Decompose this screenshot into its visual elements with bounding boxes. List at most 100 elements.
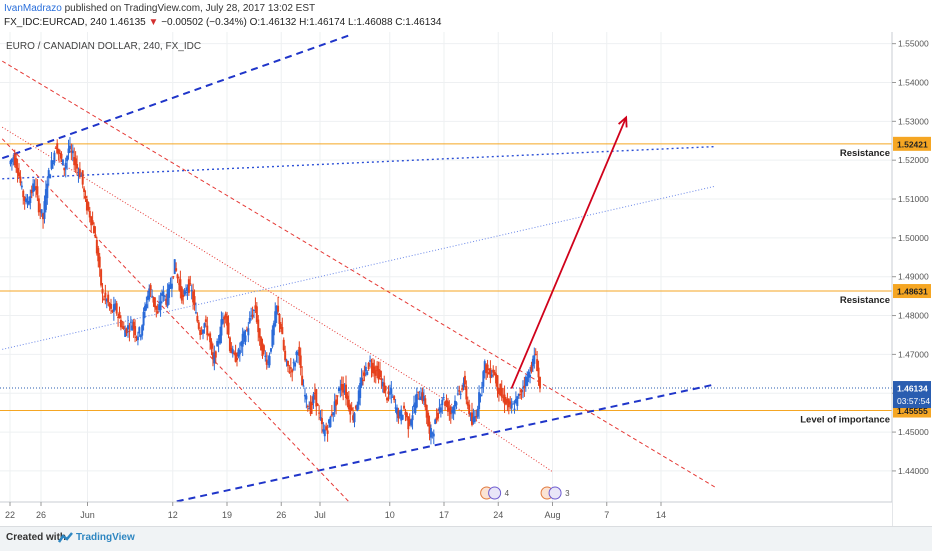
candle-body [345, 384, 348, 399]
candle-body [180, 287, 183, 301]
trendline [2, 185, 716, 350]
candle-body [353, 413, 356, 423]
candle-body [155, 305, 158, 310]
candle-body [162, 291, 165, 297]
trendline [1, 60, 716, 488]
candle-body [226, 316, 229, 326]
candle-body [260, 337, 263, 351]
candle-body [108, 303, 111, 308]
candle-body [404, 411, 407, 415]
candle-body [322, 429, 325, 432]
candle-body [503, 394, 506, 404]
candle-body [142, 311, 145, 326]
candle-body [138, 327, 141, 334]
candle-body [54, 147, 57, 149]
candle-body [209, 333, 212, 343]
candle-body [286, 360, 289, 367]
candle-body [418, 398, 421, 400]
candle-body [452, 406, 455, 414]
candle-body [420, 396, 423, 400]
candle-body [221, 319, 224, 324]
tradingview-brand[interactable]: TradingView [76, 532, 135, 543]
event-count: 4 [505, 489, 510, 498]
price-tick-label: 1.51000 [898, 194, 929, 204]
candle-body [76, 164, 79, 169]
candle-body [149, 285, 152, 290]
candle-body [135, 336, 138, 338]
candle-body [56, 143, 59, 154]
candle-body [507, 399, 510, 408]
candle-body [274, 311, 277, 327]
candle-body [264, 355, 267, 357]
candle-body [214, 351, 217, 358]
candle-body [401, 414, 404, 420]
candle-body [134, 326, 137, 336]
candle-body [36, 186, 39, 195]
candle-body [461, 388, 464, 390]
candle-body [332, 412, 335, 416]
candle-body [166, 289, 169, 306]
candle-body [302, 385, 305, 387]
candle-body [88, 210, 91, 218]
candle-body [357, 390, 360, 405]
candle-body [386, 397, 389, 401]
candle-body [496, 375, 499, 391]
candle-body [451, 410, 454, 413]
candle-body [9, 160, 12, 165]
candle-body [336, 395, 339, 397]
candle-body [412, 404, 415, 407]
candle-body [444, 401, 447, 406]
candle-body [20, 185, 23, 188]
price-axis[interactable]: 1.55000 1.54000 1.53000 1.52000 1.51000 1.500… [891, 32, 932, 526]
candle-body [428, 421, 431, 434]
candle-body [213, 352, 216, 364]
time-tick-label: 10 [385, 510, 395, 520]
candle-body [94, 234, 97, 238]
candle-body [241, 333, 244, 347]
candle-body [168, 284, 171, 298]
candle-body [119, 319, 122, 328]
candle-body [74, 158, 77, 166]
candle-body [492, 369, 495, 373]
candle-body [238, 350, 241, 355]
candle-body [407, 416, 410, 430]
candle-body [517, 393, 520, 396]
candle-body [10, 158, 13, 163]
candle-body [288, 371, 291, 373]
candle-body [61, 159, 64, 166]
time-tick-label: Jun [80, 510, 95, 520]
candle-body [104, 292, 107, 298]
candle-body [340, 383, 343, 390]
candle-body [432, 433, 435, 437]
candle-body [362, 379, 365, 381]
time-axis[interactable]: 22 26 Jun 12 19 26 Jul 10 17 24 Aug 7 14 [0, 501, 892, 526]
time-tick-label: Aug [544, 510, 560, 520]
candle-body [179, 279, 182, 292]
candle-body [415, 393, 418, 408]
trendline [164, 383, 716, 505]
candlesticks [9, 137, 541, 445]
candle-body [146, 295, 149, 300]
candle-body [489, 368, 492, 378]
candle-body [342, 384, 345, 393]
candle-body [115, 303, 118, 314]
candle-body [427, 412, 430, 427]
candle-body [438, 407, 441, 411]
candle-body [234, 352, 237, 362]
candle-body [26, 201, 29, 203]
candle-body [29, 196, 32, 204]
candle-body [265, 359, 268, 365]
candle-body [118, 311, 121, 319]
candle-body [19, 176, 22, 183]
candle-body [84, 196, 87, 199]
candle-body [390, 388, 393, 394]
trendline [435, 393, 553, 473]
candle-body [339, 388, 342, 391]
candle-body [90, 216, 93, 226]
candle-body [64, 162, 67, 169]
price-chart[interactable]: EURO / CANADIAN DOLLAR, 240, FX_IDC Resi… [0, 32, 932, 526]
candle-body [227, 322, 230, 335]
candle-body [312, 394, 315, 404]
author-link[interactable]: IvanMadrazo [4, 3, 62, 14]
candle-body [281, 327, 284, 335]
